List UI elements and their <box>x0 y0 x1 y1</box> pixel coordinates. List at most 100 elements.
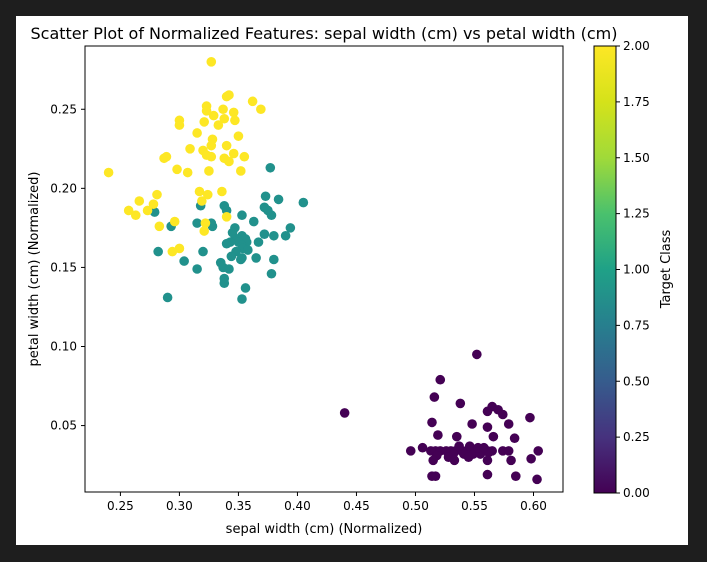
data-point <box>235 166 246 176</box>
data-point <box>233 131 244 141</box>
data-point <box>449 455 460 466</box>
data-point <box>503 446 514 456</box>
data-point <box>224 90 234 100</box>
data-point <box>152 189 162 200</box>
data-point <box>259 229 270 240</box>
data-point <box>506 455 516 466</box>
colorbar: 0.00 0.25 0.50 0.75 1.00 1.25 1.50 1.75 2.00 Tar… <box>593 39 674 500</box>
chart-title: Scatter Plot of Normalized Features: sep… <box>30 24 617 43</box>
data-point <box>498 409 508 420</box>
data-point <box>167 246 178 257</box>
x-axis-label: sepal width (cm) (Normalized) <box>226 522 423 537</box>
data-point <box>197 196 207 206</box>
colorbar-label: Target Class <box>659 230 674 310</box>
data-point <box>192 264 202 274</box>
y-tick-label: 0.20 <box>50 181 77 195</box>
colorbar-tick-label: 0.75 <box>623 318 650 332</box>
data-point <box>230 115 240 126</box>
data-point <box>174 120 185 130</box>
data-point <box>248 216 259 227</box>
data-point <box>202 189 213 200</box>
data-point <box>482 422 493 432</box>
data-point <box>153 246 163 257</box>
data-point <box>433 430 443 440</box>
data-point <box>533 446 544 456</box>
plot-frame <box>84 45 564 493</box>
data-point <box>192 128 202 138</box>
data-point <box>219 113 230 124</box>
data-point <box>213 120 224 130</box>
data-point <box>228 107 239 118</box>
data-point <box>206 140 217 151</box>
y-axis-label: petal width (cm) (Normalized) <box>27 172 42 367</box>
data-point <box>219 278 230 289</box>
x-tick-label: 0.50 <box>402 499 429 513</box>
y-tick-label: 0.05 <box>50 419 77 433</box>
x-tick-label: 0.35 <box>225 499 252 513</box>
data-point <box>417 442 428 453</box>
data-point <box>194 186 205 197</box>
data-point <box>208 110 219 121</box>
data-point <box>463 452 474 463</box>
data-point <box>206 151 217 162</box>
x-tick-label: 0.40 <box>284 499 311 513</box>
data-point <box>239 151 250 162</box>
data-point <box>525 412 535 423</box>
data-point <box>204 166 214 176</box>
data-point <box>221 140 232 151</box>
data-point <box>488 431 499 442</box>
data-point <box>123 205 134 216</box>
data-point <box>227 227 238 238</box>
data-point <box>221 238 232 249</box>
data-point <box>224 264 234 274</box>
data-point <box>162 292 173 303</box>
data-point <box>228 148 239 159</box>
y-axis-ticks: 0.05 0.10 0.15 0.20 0.25 <box>50 102 85 433</box>
data-point <box>428 455 438 466</box>
data-point <box>182 167 193 178</box>
data-point <box>130 210 141 221</box>
data-point <box>148 199 159 209</box>
data-point <box>273 194 284 205</box>
data-point <box>154 221 165 232</box>
data-point <box>179 256 189 266</box>
data-point <box>192 218 202 228</box>
data-point <box>266 210 277 221</box>
data-point <box>185 144 195 154</box>
data-point <box>134 196 145 206</box>
data-point <box>269 254 279 265</box>
data-point <box>503 419 514 429</box>
data-point <box>298 197 309 208</box>
data-point <box>265 162 276 173</box>
data-point <box>266 268 277 279</box>
data-point <box>482 455 493 466</box>
plot-area: 0.25 0.30 0.35 0.40 0.45 0.50 0.55 0.60 0.05 0.1… <box>50 45 564 513</box>
data-point <box>251 253 261 263</box>
data-point <box>269 230 279 241</box>
data-point <box>201 106 212 116</box>
data-point <box>464 441 475 451</box>
data-point <box>451 431 462 442</box>
data-point <box>256 104 266 115</box>
data-point <box>479 442 489 453</box>
data-point <box>240 283 251 293</box>
data-point <box>247 96 258 107</box>
data-point <box>285 223 296 233</box>
colorbar-gradient <box>593 45 617 494</box>
data-point <box>142 205 153 216</box>
colorbar-tick-label: 1.00 <box>623 263 650 277</box>
data-point <box>226 251 237 262</box>
data-point <box>224 156 234 167</box>
data-point <box>467 419 477 429</box>
x-tick-label: 0.25 <box>107 499 134 513</box>
data-point <box>526 453 536 464</box>
data-point <box>532 474 542 485</box>
data-point <box>206 57 217 67</box>
colorbar-tick-label: 0.50 <box>623 374 650 388</box>
data-point <box>200 218 211 228</box>
colorbar-tick-label: 0.00 <box>623 486 650 500</box>
figure: Scatter Plot of Normalized Features: sep… <box>16 16 688 545</box>
data-point <box>172 164 182 175</box>
data-point <box>103 167 114 178</box>
data-point <box>427 471 437 481</box>
